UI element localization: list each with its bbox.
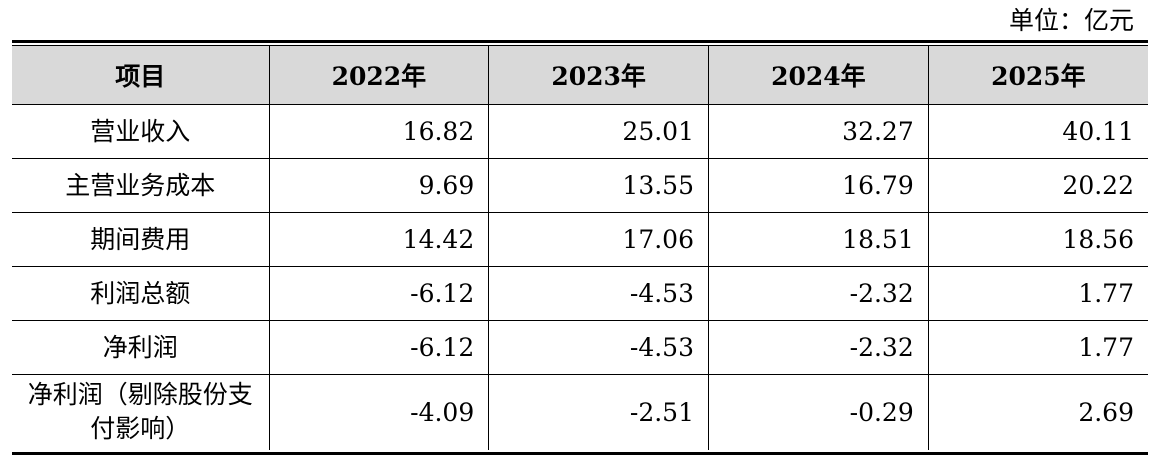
cell-value: 16.79	[708, 158, 929, 213]
header-year: 2022年	[269, 45, 490, 105]
cell-value: 25.01	[488, 104, 709, 159]
table-header-row: 项目 2022年 2023年 2024年 2025年	[12, 45, 1148, 105]
cell-value: -4.53	[488, 266, 709, 321]
cell-value: -6.12	[269, 320, 490, 375]
cell-value: 1.77	[928, 320, 1148, 375]
cell-value: 16.82	[269, 104, 490, 159]
cell-value: -0.29	[708, 374, 929, 450]
header-item: 项目	[12, 45, 270, 105]
cell-value: 18.56	[928, 212, 1148, 267]
cell-value: -2.51	[488, 374, 709, 450]
table-row: 期间费用 14.42 17.06 18.51 18.56	[12, 212, 1148, 267]
row-label: 营业收入	[12, 104, 270, 159]
cell-value: 18.51	[708, 212, 929, 267]
row-label: 主营业务成本	[12, 158, 270, 213]
cell-value: 9.69	[269, 158, 490, 213]
cell-value: -6.12	[269, 266, 490, 321]
cell-value: 20.22	[928, 158, 1148, 213]
cell-value: -2.32	[708, 320, 929, 375]
cell-value: 13.55	[488, 158, 709, 213]
cell-value: 14.42	[269, 212, 490, 267]
cell-value: 40.11	[928, 104, 1148, 159]
unit-label: 单位：亿元	[1008, 6, 1134, 35]
row-label: 净利润	[12, 320, 270, 375]
financial-table: 项目 2022年 2023年 2024年 2025年 营业收入 16.82 25…	[12, 45, 1148, 450]
row-label: 利润总额	[12, 266, 270, 321]
cell-value: -4.09	[269, 374, 490, 450]
cell-value: 32.27	[708, 104, 929, 159]
cell-value: -4.53	[488, 320, 709, 375]
financial-table-frame: 项目 2022年 2023年 2024年 2025年 营业收入 16.82 25…	[12, 40, 1148, 455]
table-row: 主营业务成本 9.69 13.55 16.79 20.22	[12, 158, 1148, 213]
row-label: 净利润（剔除股份支付影响）	[12, 374, 270, 450]
table-row: 利润总额 -6.12 -4.53 -2.32 1.77	[12, 266, 1148, 321]
cell-value: 1.77	[928, 266, 1148, 321]
header-year: 2024年	[708, 45, 929, 105]
cell-value: 2.69	[1078, 397, 1134, 427]
header-year: 2025年	[928, 45, 1148, 105]
cell-value: -2.32	[708, 266, 929, 321]
row-label: 期间费用	[12, 212, 270, 267]
table-row: 净利润 -6.12 -4.53 -2.32 1.77	[12, 320, 1148, 375]
table-row: 营业收入 16.82 25.01 32.27 40.11	[12, 104, 1148, 159]
cell-value: 17.06	[488, 212, 709, 267]
header-year: 2023年	[488, 45, 709, 105]
table-row: 净利润（剔除股份支付影响） -4.09 -2.51 -0.29 2.69	[12, 374, 1148, 450]
